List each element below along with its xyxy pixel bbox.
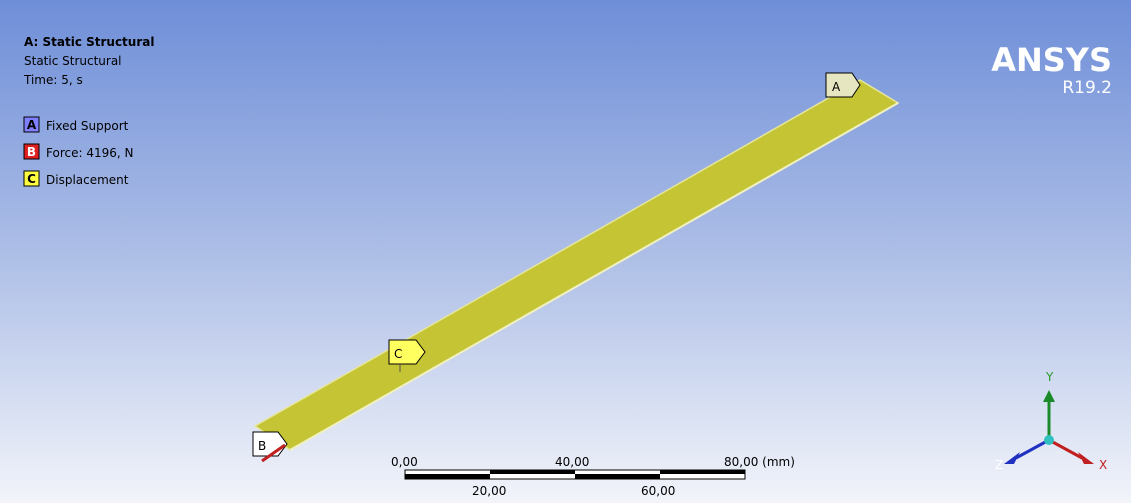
scale-segment [575, 474, 660, 479]
model-label: A [832, 80, 841, 94]
logo-brand: ANSYS [991, 41, 1112, 79]
logo-version: R19.2 [1062, 78, 1112, 98]
subtitle: Static Structural [24, 54, 122, 68]
scale-label: 60,00 [641, 484, 675, 498]
legend-key: A [27, 118, 37, 132]
scale-label: 80,00 (mm) [724, 455, 795, 469]
model-label: C [394, 347, 402, 361]
triad-label: Z [995, 458, 1003, 472]
legend-label: Fixed Support [46, 119, 129, 133]
time: Time: 5, s [23, 73, 83, 87]
triad-label: Y [1045, 370, 1054, 384]
page: A: Static Structural Static Structural T… [0, 0, 1131, 503]
scale-label: 40,00 [555, 455, 589, 469]
legend-label: Force: 4196, N [46, 146, 133, 160]
scale-segment [490, 470, 575, 474]
scale-label: 0,00 [391, 455, 418, 469]
title: A: Static Structural [24, 35, 154, 49]
viewport: A: Static Structural Static Structural T… [0, 0, 1131, 503]
triad-label: X [1099, 458, 1107, 472]
scale-label: 20,00 [472, 484, 506, 498]
scale-segment [405, 474, 490, 479]
scale-segment [660, 470, 745, 474]
model-label: B [258, 439, 266, 453]
legend-key: B [27, 145, 36, 159]
legend-key: C [27, 172, 36, 186]
triad-origin [1044, 435, 1054, 445]
legend-label: Displacement [46, 173, 129, 187]
